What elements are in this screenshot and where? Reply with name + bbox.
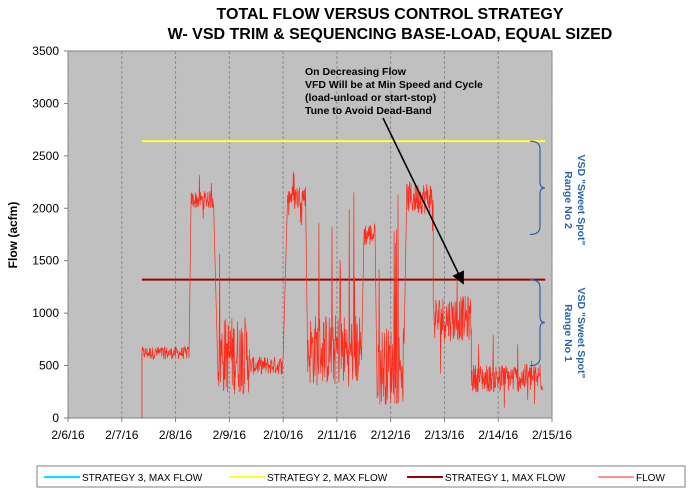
brace-range-2 bbox=[529, 140, 546, 236]
annotation-line-1: On Decreasing Flow bbox=[305, 66, 407, 78]
x-tick-label-1: 2/7/16 bbox=[105, 428, 139, 442]
y-tick-labels: 0 500 1000 1500 2000 2500 3000 3500 bbox=[32, 44, 68, 425]
x-tick-label-2: 2/8/16 bbox=[159, 428, 193, 442]
chart-title-line-1: TOTAL FLOW VERSUS CONTROL STRATEGY bbox=[217, 6, 564, 23]
series-lines bbox=[141, 140, 546, 281]
y-tick-label-2: 1000 bbox=[32, 306, 59, 320]
y-axis-title: Flow (acfm) bbox=[6, 202, 20, 269]
y-tick-label-5: 2500 bbox=[32, 149, 59, 163]
legend: STRATEGY 3, MAX FLOW STRATEGY 2, MAX FLO… bbox=[36, 465, 686, 488]
brace-1-label-line-1: VSD "Sweet Spot" bbox=[575, 287, 587, 378]
annotation-line-2: VFD Will be at Min Speed and Cycle bbox=[305, 79, 483, 91]
annotation-line-4: Tune to Avoid Dead-Band bbox=[305, 105, 432, 117]
flow-series bbox=[141, 171, 544, 418]
annotation: On Decreasing Flow VFD Will be at Min Sp… bbox=[305, 66, 483, 285]
x-tick-label-8: 2/14/16 bbox=[478, 428, 518, 442]
y-tick-label-0: 0 bbox=[52, 411, 59, 425]
y-tick-label-1: 500 bbox=[39, 359, 59, 373]
x-tick-labels: 2/6/16 2/7/16 2/8/16 2/9/16 2/10/16 2/11/16 2/… bbox=[51, 428, 572, 442]
x-tick-label-7: 2/13/16 bbox=[424, 428, 464, 442]
y-tick-label-4: 2000 bbox=[32, 201, 59, 215]
y-tick-label-6: 3000 bbox=[32, 96, 59, 110]
brace-range-1 bbox=[529, 278, 546, 367]
y-tick-label-3: 1500 bbox=[32, 254, 59, 268]
annotation-arrow bbox=[382, 117, 464, 285]
x-tick-label-4: 2/10/16 bbox=[263, 428, 303, 442]
legend-label-flow: FLOW bbox=[636, 473, 665, 484]
brace-2-label-line-1: VSD "Sweet Spot" bbox=[575, 154, 587, 245]
x-tick-label-6: 2/12/16 bbox=[371, 428, 411, 442]
legend-label-strategy-3: STRATEGY 3, MAX FLOW bbox=[82, 473, 203, 484]
x-tick-label-3: 2/9/16 bbox=[213, 428, 247, 442]
sweet-spot-braces: VSD "Sweet Spot" Range No 2 VSD "Sweet S… bbox=[529, 140, 587, 379]
x-tick-label-5: 2/11/16 bbox=[317, 428, 356, 442]
annotation-line-3: (load-unload or start-stop) bbox=[305, 92, 436, 104]
flow-trace bbox=[141, 171, 544, 408]
brace-1-label-line-2: Range No 1 bbox=[562, 304, 574, 362]
legend-label-strategy-1: STRATEGY 1, MAX FLOW bbox=[445, 473, 566, 484]
x-tick-label-9: 2/15/16 bbox=[532, 428, 572, 442]
chart-title-line-2: W- VSD TRIM & SEQUENCING BASE-LOAD, EQUA… bbox=[168, 26, 613, 43]
legend-label-strategy-2: STRATEGY 2, MAX FLOW bbox=[267, 473, 388, 484]
brace-2-label-line-2: Range No 2 bbox=[562, 171, 574, 229]
legend-box bbox=[36, 465, 686, 488]
x-tick-label-0: 2/6/16 bbox=[51, 428, 85, 442]
y-tick-label-7: 3500 bbox=[32, 44, 59, 58]
